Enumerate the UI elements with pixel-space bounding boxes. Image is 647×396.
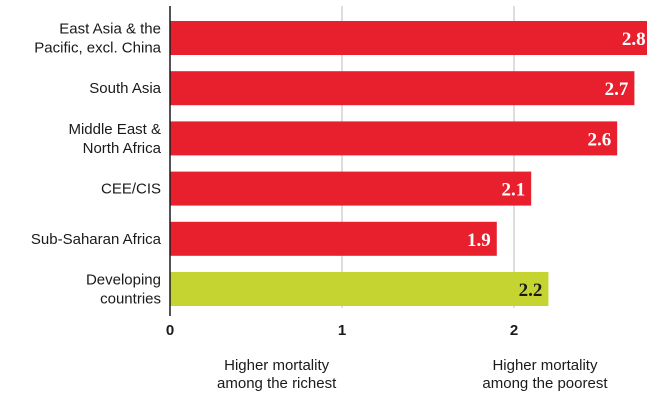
value-label-3: 2.1 xyxy=(501,180,525,201)
gridlines xyxy=(341,6,515,308)
axis-note-1: Higher mortality among the poorest xyxy=(482,357,608,392)
category-label-2: Middle East & North Africa xyxy=(68,121,161,157)
x-axis: 0 1 2 Higher mortality among the richest High… xyxy=(166,6,608,392)
tick-label-0: 0 xyxy=(166,322,174,339)
value-label-4: 1.9 xyxy=(467,230,491,251)
axis-note-0: Higher mortality among the richest xyxy=(217,357,337,392)
value-label-1: 2.7 xyxy=(605,79,629,100)
tick-label-1: 1 xyxy=(338,322,346,339)
value-label-5: 2.2 xyxy=(519,280,543,301)
bar-4 xyxy=(170,221,497,256)
bar-0 xyxy=(170,21,647,55)
value-label-0: 2.8 xyxy=(622,29,646,50)
value-label-2: 2.6 xyxy=(587,129,611,150)
category-label-1: South Asia xyxy=(89,80,161,97)
bar-2 xyxy=(170,121,618,156)
category-label-0: East Asia & the Pacific, excl. China xyxy=(34,21,161,57)
category-labels: East Asia & the Pacific, excl. China South… xyxy=(31,21,162,308)
bar-5 xyxy=(170,272,549,306)
tick-label-2: 2 xyxy=(510,322,518,339)
category-label-3: CEE/CIS xyxy=(101,181,161,198)
category-label-5: Developing countries xyxy=(86,272,161,308)
category-label-4: Sub-Saharan Africa xyxy=(31,231,162,248)
bar-1 xyxy=(170,71,635,106)
bars: 2.8 2.7 2.6 2.1 1.9 2.2 xyxy=(170,21,647,306)
bar-3 xyxy=(170,171,532,206)
